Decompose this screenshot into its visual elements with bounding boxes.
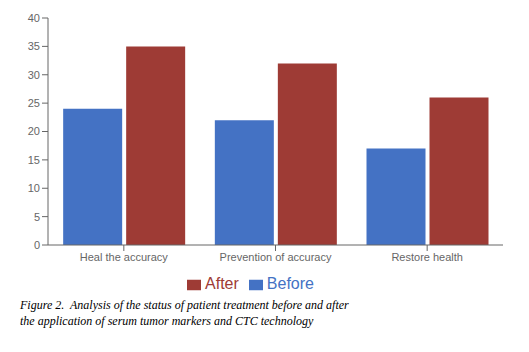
- svg-text:30: 30: [28, 69, 40, 81]
- svg-text:Prevention of accuracy: Prevention of accuracy: [220, 251, 332, 263]
- html-text:Before: Before: [266, 275, 314, 292]
- svg-text:0: 0: [34, 239, 40, 251]
- svg-text:20: 20: [28, 125, 40, 137]
- html-text:the application of serum tumor: the application of serum tumor markers a…: [20, 314, 314, 328]
- svg-text:Restore health: Restore health: [391, 251, 463, 263]
- html-text:After: After: [205, 275, 239, 292]
- svg-text:Heal the accuracy: Heal the accuracy: [80, 251, 169, 263]
- svg-text:35: 35: [28, 40, 40, 52]
- svg-text:15: 15: [28, 154, 40, 166]
- svg-text:10: 10: [28, 182, 40, 194]
- html-text:Figure 2. Analysis of the stat: Figure 2. Analysis of the status of pati…: [20, 298, 349, 312]
- svg-text:5: 5: [34, 211, 40, 223]
- svg-text:25: 25: [28, 97, 40, 109]
- svg-text:40: 40: [28, 12, 40, 24]
